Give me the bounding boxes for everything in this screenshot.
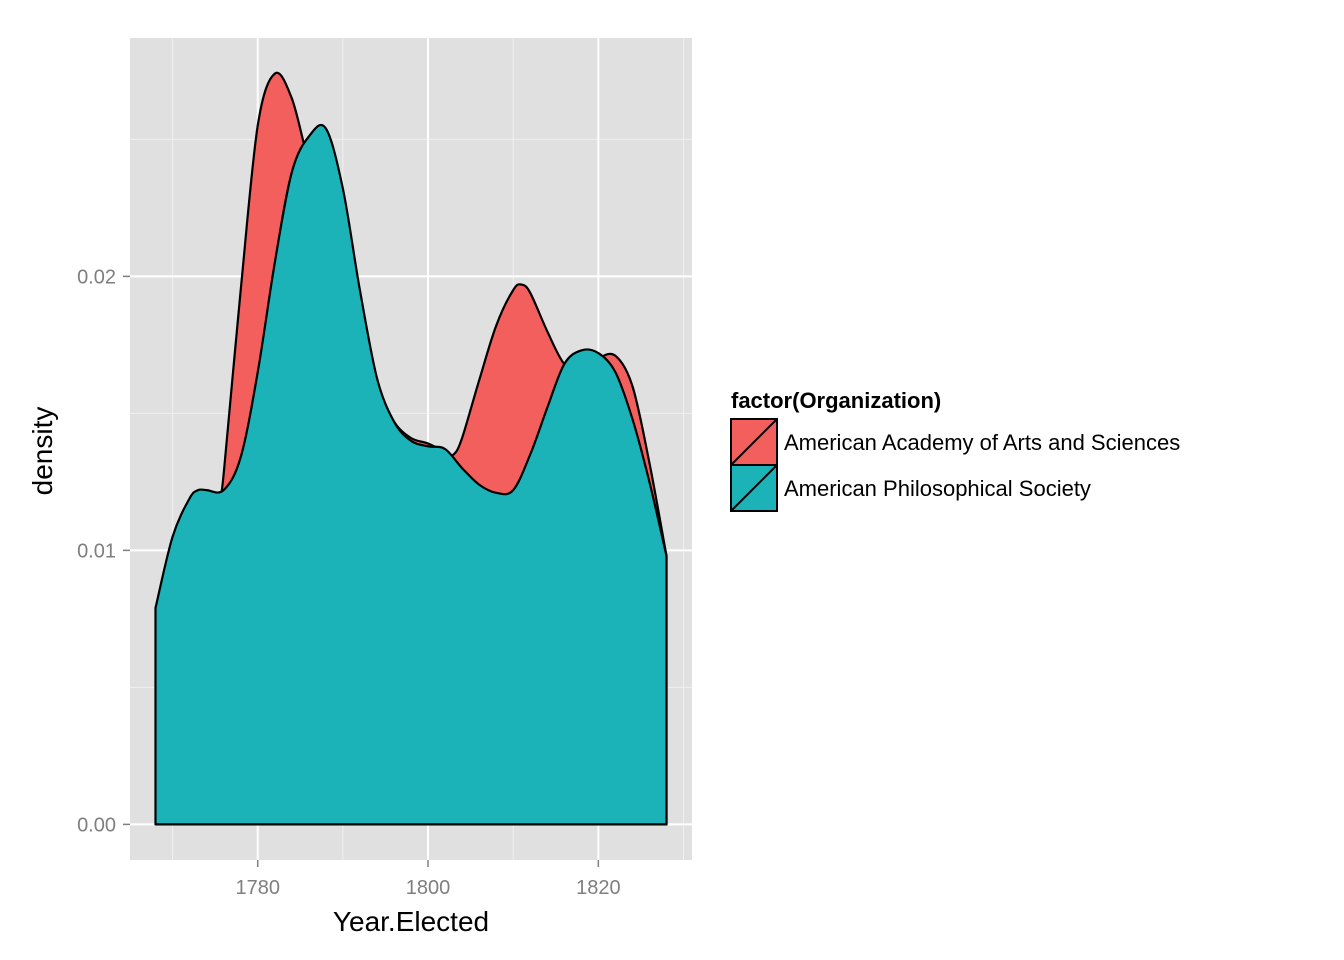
y-axis-title: density: [27, 407, 58, 496]
legend-label: American Academy of Arts and Sciences: [784, 430, 1180, 455]
x-tick-label: 1800: [406, 877, 451, 899]
density-areas: [154, 71, 668, 826]
x-axis-title: Year.Elected: [333, 906, 489, 937]
legend-key-slash: [730, 418, 778, 466]
x-axis: 1780 1800 1820: [235, 860, 621, 899]
x-tick-label: 1780: [235, 877, 280, 899]
y-tick-label: 0.00: [77, 814, 116, 836]
x-tick-label: 1820: [576, 877, 621, 899]
density-area-philosophical: [154, 123, 668, 826]
y-tick-label: 0.01: [77, 540, 116, 562]
y-tick-label: 0.02: [77, 266, 116, 288]
y-axis: 0.00 0.01 0.02: [77, 266, 130, 836]
legend: factor(Organization) American Academy of…: [730, 388, 1180, 512]
legend-title: factor(Organization): [731, 388, 941, 413]
legend-label: American Philosophical Society: [784, 476, 1091, 501]
legend-key-slash: [730, 464, 778, 512]
